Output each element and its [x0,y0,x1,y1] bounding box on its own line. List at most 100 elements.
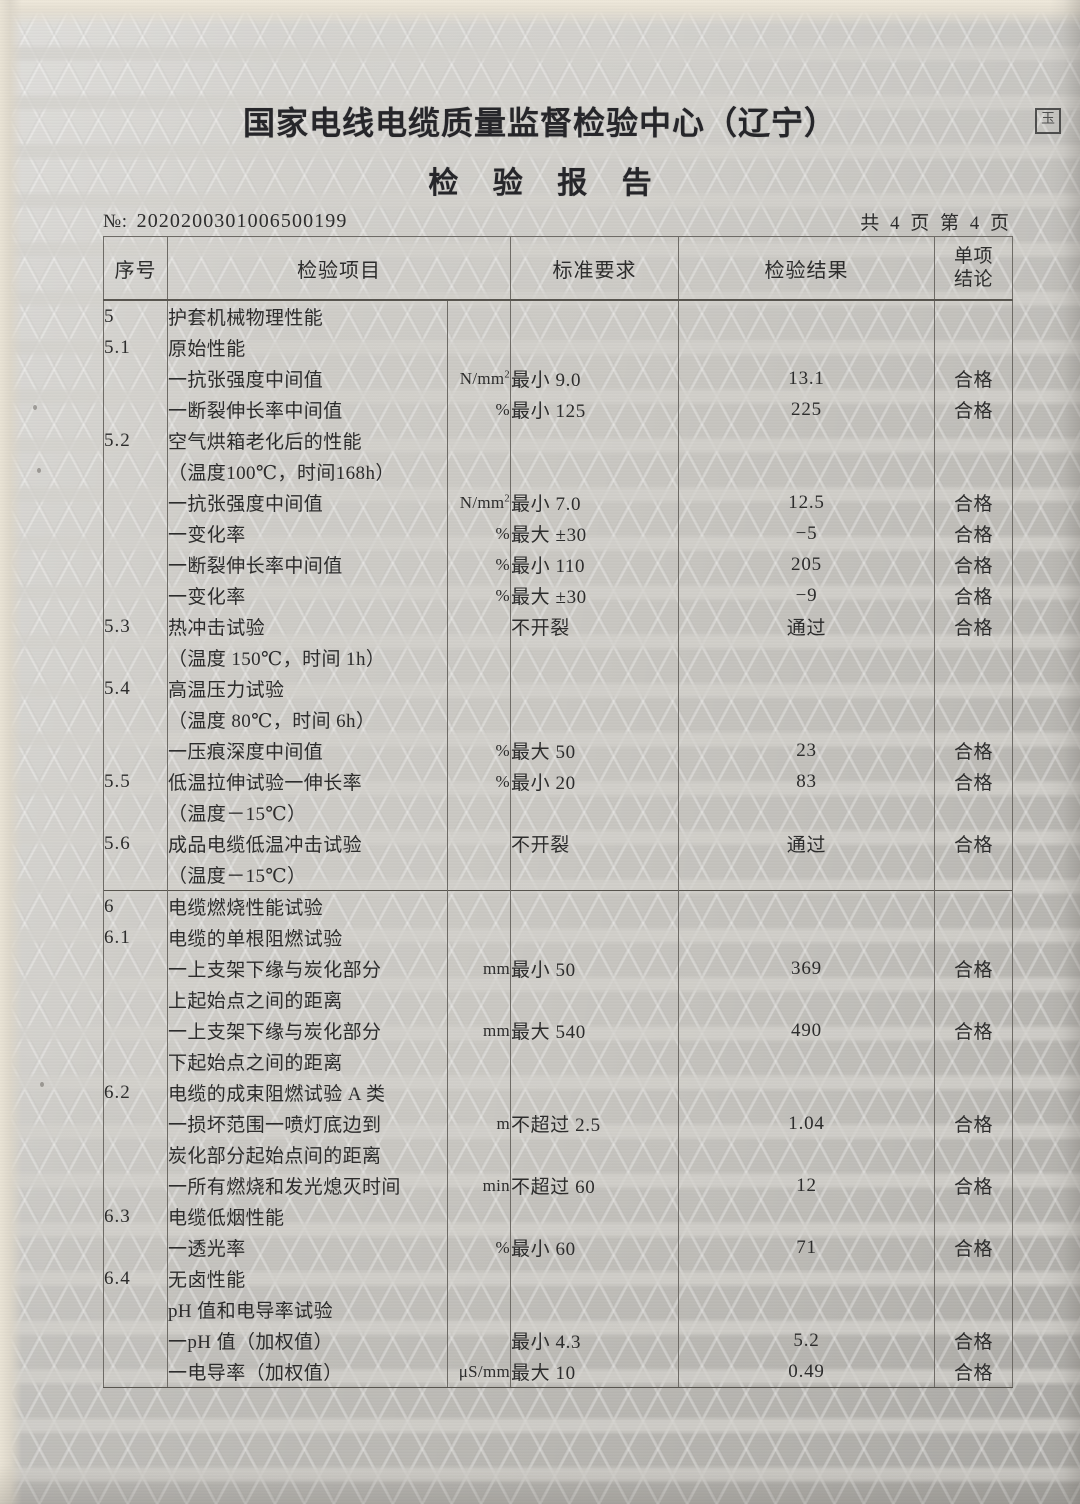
row-standard-requirement [510,1201,679,1232]
row-unit [447,1325,511,1356]
row-conclusion: 合格 [934,487,1013,518]
row-unit [447,1263,511,1294]
row-unit: N/mm2 [447,487,511,518]
row-item-name: 护套机械物理性能 [167,300,448,332]
row-conclusion [934,1294,1013,1325]
row-test-result: 490 [678,1015,935,1046]
row-test-result: 通过 [678,828,935,859]
row-item-name: （温度－15℃） [167,859,448,891]
table-row: （温度100℃，时间168h） [103,456,1013,487]
row-conclusion [934,673,1013,704]
row-item-name: 空气烘箱老化后的性能 [167,425,448,456]
table-row: 一压痕深度中间值% 最大 50 23 合格 [103,735,1013,766]
row-conclusion: 合格 [934,611,1013,642]
row-standard-requirement: 最小 4.3 [510,1325,679,1356]
row-standard-requirement [510,1046,679,1077]
row-item-name: 原始性能 [167,332,448,363]
row-standard-requirement [510,1263,679,1294]
row-item-name: 低温拉伸试验一伸长率 [167,766,448,797]
row-number: 5.6 [103,828,168,859]
row-unit [447,456,511,487]
row-unit [447,611,511,642]
row-standard-requirement: 不开裂 [510,828,679,859]
row-item-name: 一所有燃烧和发光熄灭时间 [167,1170,448,1201]
row-unit [447,859,511,891]
row-test-result: 225 [678,394,935,425]
table-row: 一所有燃烧和发光熄灭时间 min 不超过 60 12 合格 [103,1170,1013,1201]
header-item: 检验项目 [167,236,511,301]
row-unit [447,922,511,953]
row-number [103,859,168,891]
row-number: 6 [103,890,168,922]
table-row: pH 值和电导率试验 [103,1294,1013,1325]
row-test-result: −5 [678,518,935,549]
row-test-result [678,1201,935,1232]
row-conclusion [934,859,1013,891]
table-row: 上起始点之间的距离 [103,984,1013,1015]
row-item-name: 电缆低烟性能 [167,1201,448,1232]
document-title: 检 验 报 告 [428,166,664,201]
row-standard-requirement: 最小 20 [510,766,679,797]
row-standard-requirement: 最小 7.0 [510,487,679,518]
row-conclusion: 合格 [934,394,1013,425]
row-conclusion: 合格 [934,580,1013,611]
row-item-name: 一变化率 [167,580,448,611]
row-unit [447,300,511,332]
row-number: 6.2 [103,1077,168,1108]
table-row: （温度 80℃，时间 6h） [103,704,1013,735]
table-row: 一上支架下缘与炭化部分 mm 最小 50 369 合格 [103,953,1013,984]
row-standard-requirement [510,1139,679,1170]
row-unit [447,673,511,704]
table-row: 一断裂伸长率中间值% 最小 110 205 合格 [103,549,1013,580]
row-item-name: 电缆的单根阻燃试验 [167,922,448,953]
paper-edge-right [1050,0,1080,1504]
row-conclusion [934,425,1013,456]
row-unit: % [447,1232,511,1263]
row-conclusion [934,300,1013,332]
row-conclusion: 合格 [934,549,1013,580]
row-conclusion [934,1077,1013,1108]
row-standard-requirement: 最大 10 [510,1356,679,1388]
row-standard-requirement: 最小 60 [510,1232,679,1263]
row-test-result: 13.1 [678,363,935,394]
row-test-result [678,1139,935,1170]
table-row: 5.5 低温拉伸试验一伸长率% 最小 20 83 合格 [103,766,1013,797]
row-item-name: 炭化部分起始点间的距离 [167,1139,448,1170]
row-unit [447,1077,511,1108]
row-standard-requirement [510,984,679,1015]
row-number [103,1108,168,1139]
row-unit: % [447,394,511,425]
row-item-name: 一断裂伸长率中间值 [167,394,448,425]
table-row: 6.3 电缆低烟性能 [103,1201,1013,1232]
row-number [103,1015,168,1046]
row-standard-requirement: 最小 9.0 [510,363,679,394]
row-conclusion: 合格 [934,828,1013,859]
row-number [103,580,168,611]
margin-ink-dot [40,1082,44,1087]
row-test-result [678,1046,935,1077]
row-conclusion [934,704,1013,735]
row-item-name: 上起始点之间的距离 [167,984,448,1015]
table-row: （温度－15℃） [103,797,1013,828]
row-test-result [678,673,935,704]
row-standard-requirement: 最大 540 [510,1015,679,1046]
row-number: 5.1 [103,332,168,363]
row-conclusion [934,456,1013,487]
row-number [103,1046,168,1077]
row-unit [447,1294,511,1325]
row-standard-requirement [510,1077,679,1108]
row-standard-requirement [510,300,679,332]
header-no: 序号 [103,236,168,301]
table-row: 6.4 无卤性能 [103,1263,1013,1294]
row-standard-requirement: 不超过 60 [510,1170,679,1201]
table-row: 5.3 热冲击试验 不开裂 通过 合格 [103,611,1013,642]
header-standard: 标准要求 [510,236,679,301]
row-item-name: （温度100℃，时间168h） [167,456,448,487]
margin-ink-dot [37,468,41,473]
row-conclusion: 合格 [934,1356,1013,1388]
row-unit: % [447,766,511,797]
row-unit: mm [447,953,511,984]
table-row: 5.2 空气烘箱老化后的性能 [103,425,1013,456]
row-number [103,549,168,580]
row-item-name: 一pH 值（加权值） [167,1325,448,1356]
